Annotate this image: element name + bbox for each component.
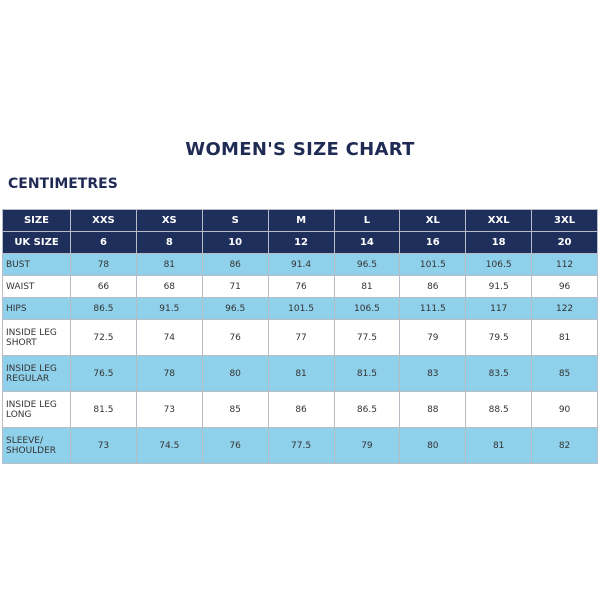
cell: 81 bbox=[267, 355, 335, 392]
row-label: HIPS bbox=[2, 297, 71, 320]
cell: 66 bbox=[70, 275, 137, 298]
cell: XXS bbox=[70, 209, 137, 232]
row-label: INSIDE LEG SHORT bbox=[2, 319, 71, 356]
cell: 74 bbox=[135, 319, 203, 356]
cell: 106.5 bbox=[333, 297, 401, 320]
table-row: INSIDE LEG LONG 81.5 73 85 86 86.5 88 88.5 90 bbox=[2, 391, 598, 428]
cell: XS bbox=[135, 209, 203, 232]
cell: 78 bbox=[70, 253, 137, 276]
cell: 10 bbox=[201, 231, 269, 254]
cell: 79.5 bbox=[465, 319, 533, 356]
cell: 71 bbox=[201, 275, 269, 298]
cell: 18 bbox=[465, 231, 533, 254]
row-label: SIZE bbox=[2, 209, 71, 232]
cell: 8 bbox=[135, 231, 203, 254]
cell: 73 bbox=[70, 427, 137, 464]
cell: 88.5 bbox=[465, 391, 533, 428]
cell: 77.5 bbox=[333, 319, 401, 356]
cell: 86.5 bbox=[70, 297, 137, 320]
cell: 81.5 bbox=[70, 391, 137, 428]
cell: 101.5 bbox=[399, 253, 467, 276]
cell: 88 bbox=[399, 391, 467, 428]
table-row: HIPS 86.5 91.5 96.5 101.5 106.5 111.5 117 122 bbox=[2, 297, 598, 320]
cell: 78 bbox=[135, 355, 203, 392]
cell: 85 bbox=[201, 391, 269, 428]
cell: 90 bbox=[531, 391, 598, 428]
cell: 81.5 bbox=[333, 355, 401, 392]
cell: 86 bbox=[399, 275, 467, 298]
cell: 76 bbox=[201, 319, 269, 356]
cell: 80 bbox=[201, 355, 269, 392]
header-row: SIZE XXS XS S M L XL XXL 3XL bbox=[2, 209, 598, 232]
cell: 81 bbox=[333, 275, 401, 298]
cell: 76.5 bbox=[70, 355, 137, 392]
cell: 79 bbox=[333, 427, 401, 464]
cell: 85 bbox=[531, 355, 598, 392]
cell: 122 bbox=[531, 297, 598, 320]
row-label: BUST bbox=[2, 253, 71, 276]
table-row: INSIDE LEG SHORT 72.5 74 76 77 77.5 79 79.5 81 bbox=[2, 319, 598, 356]
title: WOMEN'S SIZE CHART bbox=[185, 139, 415, 160]
row-label: UK SIZE bbox=[2, 231, 71, 254]
row-label: SLEEVE/ SHOULDER bbox=[2, 427, 71, 464]
cell: 86 bbox=[201, 253, 269, 276]
row-label: INSIDE LEG REGULAR bbox=[2, 355, 71, 392]
header-row: UK SIZE 6 8 10 12 14 16 18 20 bbox=[2, 231, 598, 254]
cell: 117 bbox=[465, 297, 533, 320]
cell: XL bbox=[399, 209, 467, 232]
cell: 76 bbox=[201, 427, 269, 464]
cell: 96.5 bbox=[333, 253, 401, 276]
cell: 83 bbox=[399, 355, 467, 392]
cell: 12 bbox=[267, 231, 335, 254]
cell: 106.5 bbox=[465, 253, 533, 276]
cell: 91.4 bbox=[267, 253, 335, 276]
cell: 77 bbox=[267, 319, 335, 356]
cell: 80 bbox=[399, 427, 467, 464]
cell: 77.5 bbox=[267, 427, 335, 464]
cell: 81 bbox=[465, 427, 533, 464]
cell: 81 bbox=[135, 253, 203, 276]
cell: XXL bbox=[465, 209, 533, 232]
cell: 83.5 bbox=[465, 355, 533, 392]
cell: 72.5 bbox=[70, 319, 137, 356]
cell: 82 bbox=[531, 427, 598, 464]
cell: 91.5 bbox=[135, 297, 203, 320]
cell: 76 bbox=[267, 275, 335, 298]
cell: L bbox=[333, 209, 401, 232]
row-label: WAIST bbox=[2, 275, 71, 298]
cell: 73 bbox=[135, 391, 203, 428]
subtitle: CENTIMETRES bbox=[8, 176, 118, 192]
table-row: SLEEVE/ SHOULDER 73 74.5 76 77.5 79 80 81 82 bbox=[2, 427, 598, 464]
cell: 91.5 bbox=[465, 275, 533, 298]
cell: 74.5 bbox=[135, 427, 203, 464]
cell: 20 bbox=[531, 231, 598, 254]
cell: 96.5 bbox=[201, 297, 269, 320]
size-table: SIZE XXS XS S M L XL XXL 3XL UK SIZE 6 8 10 12 14 16 18 2… bbox=[2, 209, 598, 464]
table-row: INSIDE LEG REGULAR 76.5 78 80 81 81.5 83 83.5 85 bbox=[2, 355, 598, 392]
row-label: INSIDE LEG LONG bbox=[2, 391, 71, 428]
cell: 101.5 bbox=[267, 297, 335, 320]
table-row: BUST 78 81 86 91.4 96.5 101.5 106.5 112 bbox=[2, 253, 598, 276]
cell: 81 bbox=[531, 319, 598, 356]
cell: 96 bbox=[531, 275, 598, 298]
cell: 86.5 bbox=[333, 391, 401, 428]
table-row: WAIST 66 68 71 76 81 86 91.5 96 bbox=[2, 275, 598, 298]
cell: 112 bbox=[531, 253, 598, 276]
cell: 6 bbox=[70, 231, 137, 254]
cell: 16 bbox=[399, 231, 467, 254]
cell: M bbox=[267, 209, 335, 232]
cell: S bbox=[201, 209, 269, 232]
cell: 3XL bbox=[531, 209, 598, 232]
cell: 111.5 bbox=[399, 297, 467, 320]
cell: 79 bbox=[399, 319, 467, 356]
cell: 68 bbox=[135, 275, 203, 298]
cell: 86 bbox=[267, 391, 335, 428]
cell: 14 bbox=[333, 231, 401, 254]
